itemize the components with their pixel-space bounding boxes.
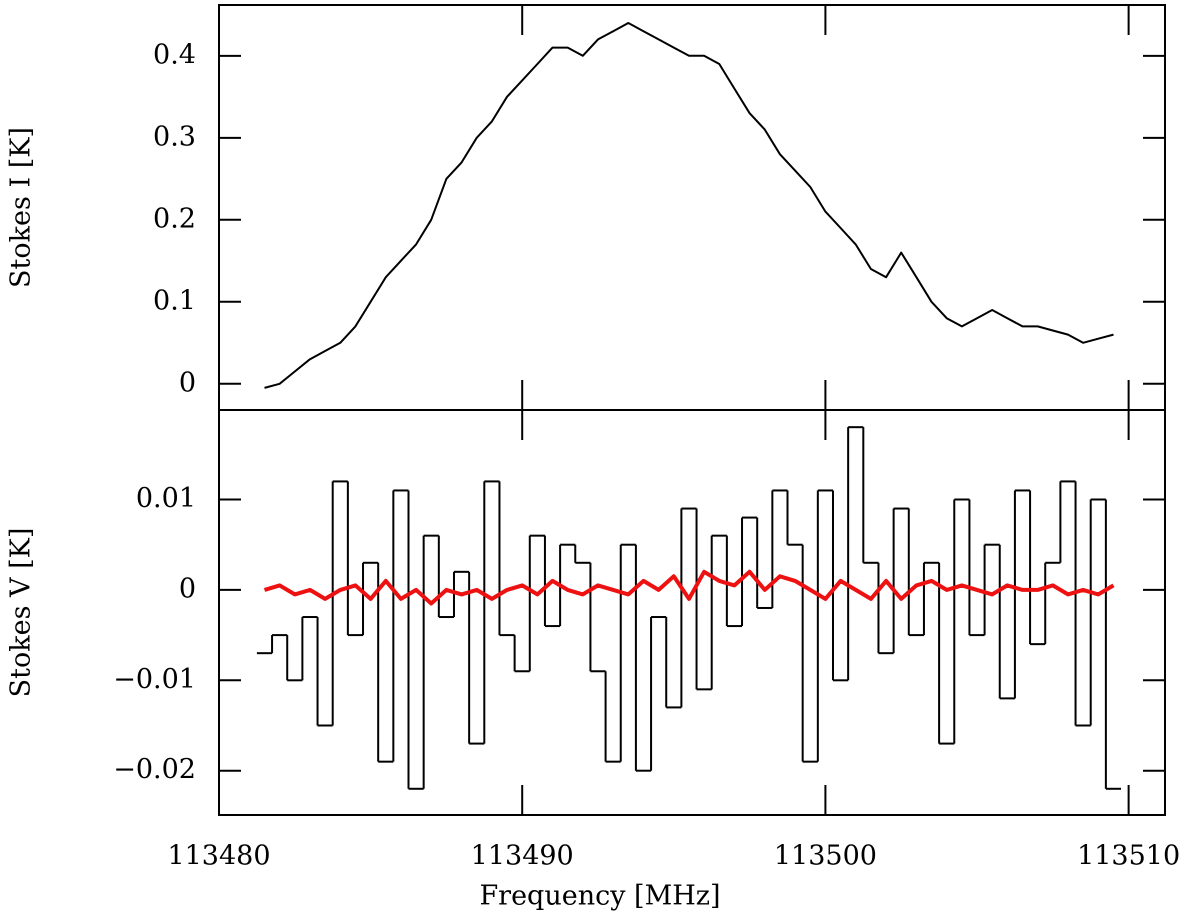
- x-tick-label: 113490: [471, 841, 574, 872]
- x-tick-label: 113500: [774, 841, 877, 872]
- y-tick-label: 0.01: [136, 483, 196, 514]
- y-tick-label: 0: [179, 367, 196, 398]
- y-tick-label: 0: [179, 573, 196, 604]
- x-axis-label: Frequency [MHz]: [479, 881, 720, 912]
- y-tick-label: −0.02: [113, 754, 196, 785]
- plot-frame: [218, 4, 1166, 411]
- y-axis-label: Stokes V [K]: [6, 528, 37, 698]
- series-line: [264, 22, 1114, 389]
- series-line: [263, 569, 1115, 606]
- y-tick-label: 0.2: [153, 203, 196, 234]
- y-tick-label: 0.3: [153, 121, 196, 152]
- x-tick-label: 113480: [167, 841, 270, 872]
- y-tick-label: 0.1: [153, 285, 196, 316]
- y-tick-label: 0.4: [153, 39, 196, 70]
- y-tick-label: −0.01: [113, 664, 196, 695]
- y-axis-label: Stokes I [K]: [6, 127, 37, 288]
- x-tick-label: 113510: [1077, 841, 1180, 872]
- plot-frame: [218, 409, 1166, 816]
